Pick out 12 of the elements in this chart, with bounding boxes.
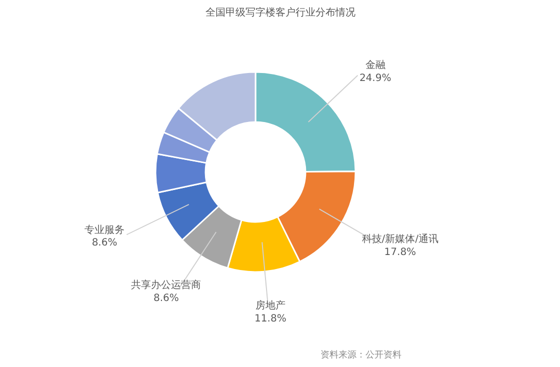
slice-label: 科技/新媒体/通讯 — [362, 233, 439, 246]
data-label: 8.6% — [92, 238, 118, 249]
text: 资料来源：公开资料 — [320, 349, 402, 360]
slice-label: 房地产 — [255, 300, 286, 312]
data-label: 17.8% — [384, 246, 416, 258]
slice-label: 共享办公运营商 — [131, 279, 202, 292]
chart-title: 全国甲级写字楼客户行业分布情况 — [206, 6, 356, 18]
data-label: 11.8% — [254, 313, 286, 324]
data-label: 24.9% — [359, 72, 392, 84]
data-label: 8.6% — [154, 292, 179, 304]
slice-label: 金融 — [365, 59, 386, 72]
slice-label: 专业服务 — [84, 224, 125, 236]
